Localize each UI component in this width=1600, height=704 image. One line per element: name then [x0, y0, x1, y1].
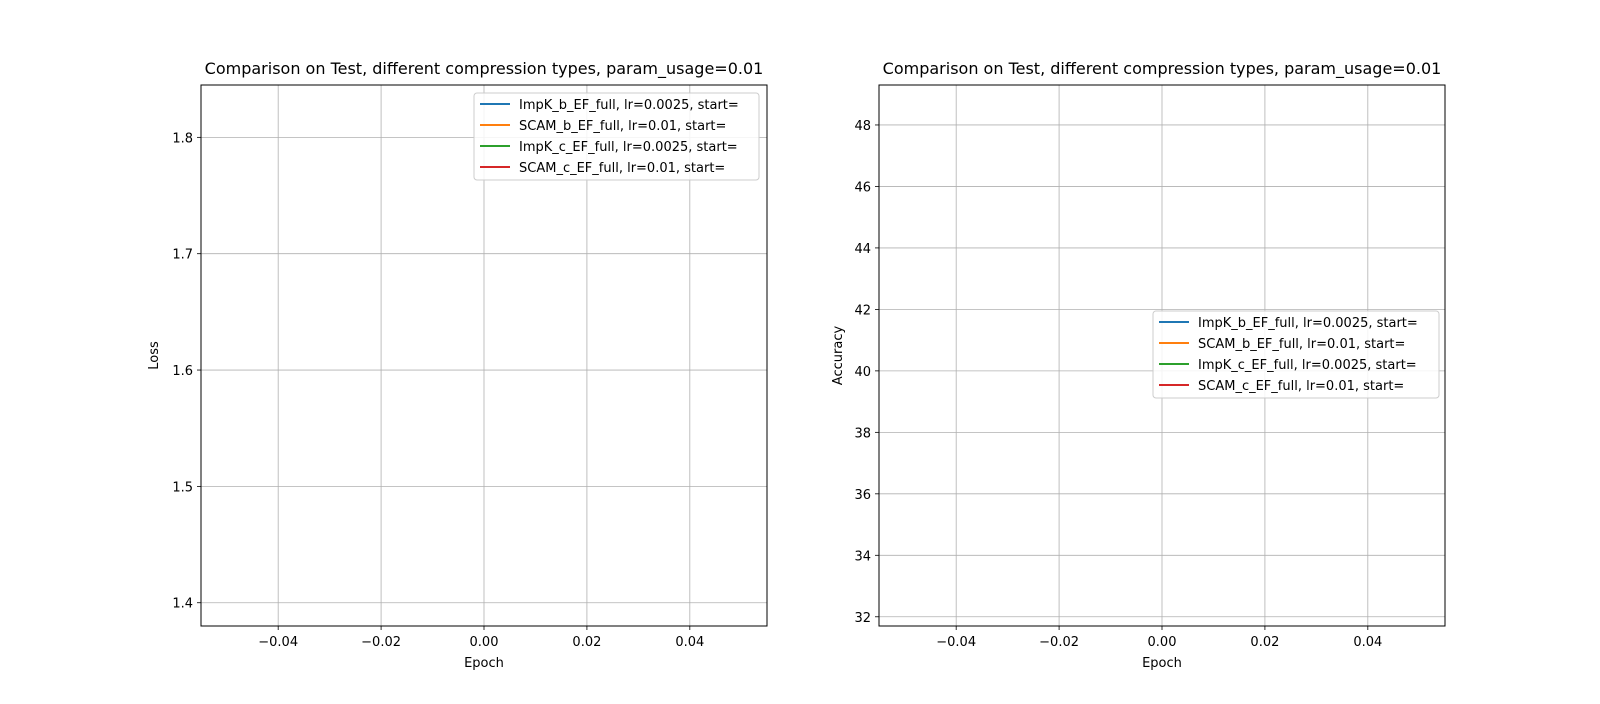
- legend-box: [473, 92, 760, 181]
- legend-label-4: SCAM_c_EF_full, lr=0.01, start=: [519, 161, 725, 176]
- y-axis-label: Accuracy: [831, 326, 846, 386]
- legend-label-1: ImpK_b_EF_full, lr=0.0025, start=: [1198, 316, 1418, 331]
- y-tick-label: 42: [854, 303, 871, 318]
- y-tick-label: 1.5: [172, 480, 193, 495]
- x-tick-label: −0.02: [1039, 635, 1079, 650]
- legend: ImpK_b_EF_full, lr=0.0025, start= SCAM_b_…: [1152, 310, 1440, 399]
- legend-label-4: SCAM_c_EF_full, lr=0.01, start=: [1198, 379, 1404, 394]
- x-tick-label: −0.04: [258, 635, 298, 650]
- y-tick-label: 1.6: [172, 364, 193, 379]
- y-tick-label: 44: [854, 242, 871, 257]
- y-tick-label: 46: [854, 180, 871, 195]
- x-axis-label: Epoch: [464, 656, 504, 671]
- y-axis-label: Loss: [147, 341, 162, 370]
- chart-panel-1: −0.04 −0.02 0.00 0.02 0.04 1.4 1.5 1.6 1.7 1.8 Com…: [147, 59, 768, 671]
- legend-label-2: SCAM_b_EF_full, lr=0.01, start=: [1198, 337, 1405, 352]
- chart-panel-2: −0.04 −0.02 0.00 0.02 0.04 32 34 36 38 40 42 44 46 48…: [831, 59, 1446, 671]
- x-tick-label: 0.02: [572, 635, 601, 650]
- y-tick-label: 48: [854, 119, 871, 134]
- x-axis-label: Epoch: [1142, 656, 1182, 671]
- x-tick-label: 0.04: [1353, 635, 1382, 650]
- y-tick-label: 32: [854, 611, 871, 626]
- legend-box: [1152, 310, 1440, 399]
- x-tick-label: 0.02: [1250, 635, 1279, 650]
- y-tick-label: 1.7: [172, 248, 193, 263]
- legend: ImpK_b_EF_full, lr=0.0025, start= SCAM_b_…: [473, 92, 760, 181]
- x-tick-label: −0.02: [361, 635, 401, 650]
- legend-label-3: ImpK_c_EF_full, lr=0.0025, start=: [1198, 358, 1417, 373]
- legend-label-3: ImpK_c_EF_full, lr=0.0025, start=: [519, 140, 738, 155]
- legend-label-1: ImpK_b_EF_full, lr=0.0025, start=: [519, 98, 739, 113]
- x-tick-label: 0.04: [675, 635, 704, 650]
- y-tick-label: 1.8: [172, 131, 193, 146]
- y-tick-label: 36: [854, 488, 871, 503]
- legend-label-2: SCAM_b_EF_full, lr=0.01, start=: [519, 119, 726, 134]
- chart-title: Comparison on Test, different compressio…: [883, 59, 1442, 79]
- y-tick-label: 40: [854, 365, 871, 380]
- y-tick-label: 34: [854, 549, 871, 564]
- x-tick-label: 0.00: [1148, 635, 1177, 650]
- x-tick-label: −0.04: [936, 635, 976, 650]
- y-tick-label: 38: [854, 426, 871, 441]
- x-tick-label: 0.00: [470, 635, 499, 650]
- chart-title: Comparison on Test, different compressio…: [205, 59, 764, 79]
- y-tick-label: 1.4: [172, 597, 193, 612]
